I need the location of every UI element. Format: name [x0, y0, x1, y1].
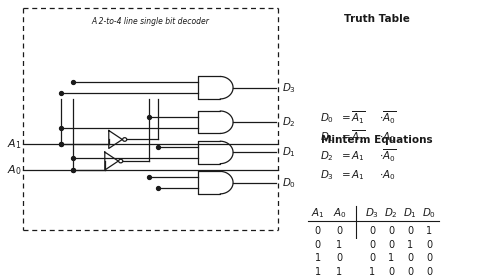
Text: $D_0$: $D_0$ — [422, 206, 436, 220]
Text: $D_3$: $D_3$ — [365, 206, 379, 220]
Text: 0: 0 — [407, 226, 413, 236]
Text: $D_0$: $D_0$ — [319, 111, 334, 125]
Text: 0: 0 — [388, 267, 394, 275]
Text: $D_0$: $D_0$ — [282, 176, 296, 189]
Text: $A_1$: $A_1$ — [311, 206, 324, 220]
Text: Minterm Equations: Minterm Equations — [321, 135, 432, 145]
Text: 1: 1 — [337, 267, 343, 275]
Text: 0: 0 — [426, 267, 432, 275]
Text: 1: 1 — [407, 240, 413, 250]
Text: 0: 0 — [337, 254, 343, 263]
Text: 0: 0 — [315, 226, 320, 236]
Text: 1: 1 — [315, 267, 320, 275]
Text: $D_1$: $D_1$ — [282, 145, 296, 159]
Text: $A_0$: $A_0$ — [7, 163, 21, 177]
Text: $D_2$: $D_2$ — [319, 149, 333, 163]
Text: $D_1$: $D_1$ — [403, 206, 417, 220]
Text: $\cdot\overline{A_0}$: $\cdot\overline{A_0}$ — [379, 110, 396, 126]
Text: $\cdot\overline{A_0}$: $\cdot\overline{A_0}$ — [379, 148, 396, 164]
Text: 0: 0 — [388, 226, 394, 236]
Text: $D_2$: $D_2$ — [384, 206, 398, 220]
Text: 0: 0 — [369, 240, 375, 250]
Text: 1: 1 — [426, 226, 432, 236]
Text: 0: 0 — [426, 240, 432, 250]
Text: $= A_1$: $= A_1$ — [340, 149, 365, 163]
Text: 1: 1 — [337, 240, 343, 250]
Text: $D_2$: $D_2$ — [282, 115, 295, 129]
Text: 0: 0 — [426, 254, 432, 263]
Text: 0: 0 — [388, 240, 394, 250]
Text: 0: 0 — [407, 267, 413, 275]
Text: $D_1$: $D_1$ — [319, 130, 334, 144]
Text: 1: 1 — [315, 254, 320, 263]
Text: 0: 0 — [369, 226, 375, 236]
Text: 0: 0 — [315, 240, 320, 250]
Text: Truth Table: Truth Table — [343, 14, 410, 24]
Text: A 2-to-4 line single bit decoder: A 2-to-4 line single bit decoder — [92, 17, 210, 26]
Text: $= \overline{A_1}$: $= \overline{A_1}$ — [340, 129, 366, 145]
Text: $= A_1$: $= A_1$ — [340, 168, 365, 182]
Text: 0: 0 — [369, 254, 375, 263]
Text: 1: 1 — [388, 254, 394, 263]
Text: $D_3$: $D_3$ — [319, 168, 334, 182]
Text: 1: 1 — [369, 267, 375, 275]
Text: 0: 0 — [407, 254, 413, 263]
Text: 0: 0 — [337, 226, 343, 236]
Text: $\cdot A_0$: $\cdot A_0$ — [379, 168, 396, 182]
Text: $= \overline{A_1}$: $= \overline{A_1}$ — [340, 110, 366, 126]
Text: $A_0$: $A_0$ — [333, 206, 346, 220]
Text: $D_3$: $D_3$ — [282, 81, 296, 95]
Text: $\cdot A_0$: $\cdot A_0$ — [379, 130, 396, 144]
Text: $A_1$: $A_1$ — [7, 137, 21, 151]
